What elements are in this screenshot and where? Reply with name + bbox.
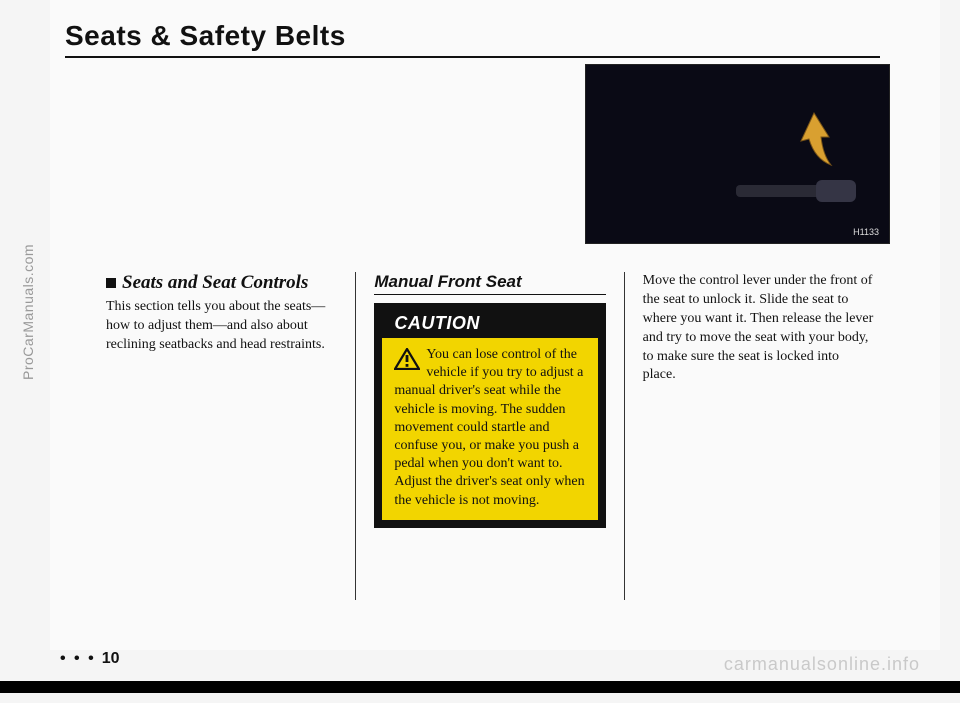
page-number: • • • 10 [60, 650, 120, 668]
column-3: Move the control lever under the front o… [627, 272, 890, 600]
section-header-seats: Seats and Seat Controls [106, 272, 337, 294]
square-bullet-icon [106, 278, 116, 288]
seat-lever-photo: H1133 [585, 64, 890, 244]
sub-header-manual-seat: Manual Front Seat [374, 272, 605, 295]
caution-box: CAUTION You can lose control of the vehi… [374, 303, 605, 528]
bottom-strip [0, 681, 960, 693]
col1-body: This section tells you about the seats—h… [106, 298, 337, 355]
page-number-value: 10 [102, 650, 120, 668]
caution-body: You can lose control of the vehicle if y… [382, 338, 597, 520]
caution-text: You can lose control of the vehicle if y… [394, 347, 584, 508]
column-divider-1 [355, 272, 356, 600]
watermark: carmanualsonline.info [724, 654, 920, 675]
photo-id-label: H1133 [853, 227, 879, 237]
column-divider-2 [624, 272, 625, 600]
sidebar-source: ProCarManuals.com [20, 244, 36, 380]
page-dots: • • • [60, 650, 96, 668]
photo-detail [586, 65, 891, 245]
warning-triangle-icon [394, 348, 420, 370]
title-underline [65, 56, 880, 58]
column-1: Seats and Seat Controls This section tel… [90, 272, 353, 600]
manual-page: Seats & Safety Belts H1133 Seats and Sea… [50, 0, 940, 650]
col3-body: Move the control lever under the front o… [643, 272, 874, 385]
column-2: Manual Front Seat CAUTION You can lose c… [358, 272, 621, 600]
section-header-text: Seats and Seat Controls [122, 272, 308, 294]
caution-label: CAUTION [382, 311, 597, 338]
content-columns: Seats and Seat Controls This section tel… [90, 272, 890, 600]
page-title: Seats & Safety Belts [65, 20, 346, 52]
